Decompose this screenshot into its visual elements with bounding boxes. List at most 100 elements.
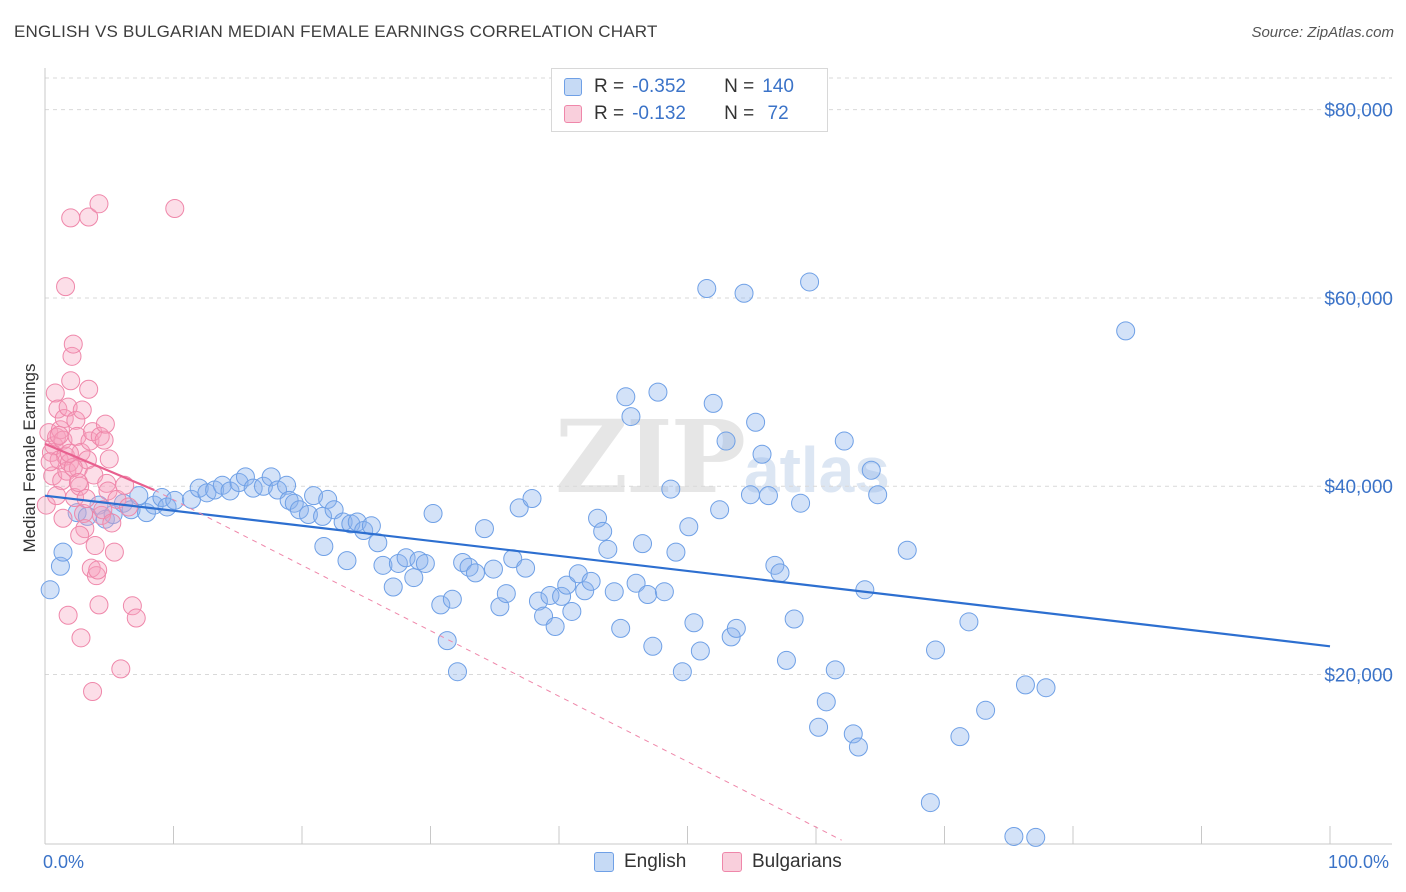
stats-row-english: R = -0.352 N = 140 (564, 74, 794, 100)
english-point (976, 700, 996, 720)
english-point (611, 618, 631, 638)
bulgarians-point (90, 426, 110, 446)
english-point (855, 580, 875, 600)
bulgarians-point (68, 472, 88, 492)
english-point (279, 490, 299, 510)
bulgarians-point (89, 194, 109, 214)
chart-title: ENGLISH VS BULGARIAN MEDIAN FEMALE EARNI… (14, 22, 658, 41)
y-tick-label: $40,000 (1324, 477, 1393, 498)
english-point (593, 521, 613, 541)
english-point (442, 589, 462, 609)
bulgarians-point (56, 277, 76, 297)
english-point (289, 500, 309, 520)
english-point (621, 407, 641, 427)
english-point (298, 504, 318, 524)
english-point (848, 737, 868, 757)
english-point (496, 584, 516, 604)
bulgarians-point (49, 425, 69, 445)
bulgarians-trend-extension (153, 489, 842, 841)
english-point (684, 613, 704, 633)
english-point (800, 272, 820, 292)
english-point (423, 504, 443, 524)
english-point (784, 609, 804, 629)
english-point (868, 485, 888, 505)
english-point (235, 467, 255, 487)
bulgarians-point (92, 505, 112, 525)
english-point (53, 542, 73, 562)
y-tick-label: $60,000 (1324, 289, 1393, 310)
english-point (598, 539, 618, 559)
n-label: N = (724, 103, 755, 124)
bulgarians-point (89, 595, 109, 615)
english-point (950, 727, 970, 747)
watermark-zip: ZIP (555, 398, 746, 516)
english-point (415, 553, 435, 573)
bulgarians-point (61, 371, 81, 391)
english-point (716, 431, 736, 451)
r-value: -0.352 (632, 76, 686, 97)
english-point (809, 717, 829, 737)
y-axis-label: Median Female Earnings (20, 363, 39, 553)
correlation-stats-box: R = -0.352 N = 140 R = -0.132 N = 72 (551, 68, 828, 132)
english-point (672, 662, 692, 682)
english-point (834, 431, 854, 451)
english-point (304, 486, 324, 506)
legend-bulgarians-swatch (722, 852, 742, 872)
bulgarians-point (165, 199, 185, 219)
bulgarians-point (71, 628, 91, 648)
bulgarians-point (102, 513, 122, 533)
english-point (516, 558, 536, 578)
english-point (654, 582, 674, 602)
english-point (465, 563, 485, 583)
english-point (690, 641, 710, 661)
english-point (861, 460, 881, 480)
english-point (431, 595, 451, 615)
x-tick-min: 0.0% (43, 852, 85, 872)
english-point (522, 488, 542, 508)
english-point (437, 631, 457, 651)
english-point (648, 382, 668, 402)
english-point (666, 542, 686, 562)
english-point (604, 582, 624, 602)
bulgarians-point (122, 596, 142, 616)
bulgarians-trend-line (44, 442, 155, 492)
english-point (212, 475, 232, 495)
legend-item-bulgarians[interactable]: Bulgarians (722, 851, 842, 873)
english-point (633, 534, 653, 554)
bulgarians-point (76, 488, 96, 508)
bulgarians-point (99, 449, 119, 469)
english-point (67, 503, 87, 523)
english-point (770, 563, 790, 583)
english-point (314, 536, 334, 556)
bulgarians-point (52, 471, 72, 491)
english-point (318, 489, 338, 509)
legend: English Bulgarians (0, 851, 1406, 877)
r-label: R = (594, 76, 625, 97)
english-point (197, 483, 217, 503)
english-point (1004, 826, 1024, 846)
english-trend-line (44, 494, 1331, 648)
english-point (373, 555, 393, 575)
english-point (483, 559, 503, 579)
bulgarians-point (79, 379, 99, 399)
english-point (679, 517, 699, 537)
legend-item-english[interactable]: English (594, 851, 686, 873)
english-point (897, 540, 917, 560)
english-point (758, 486, 778, 506)
english-point (545, 617, 565, 637)
english-point (726, 618, 746, 638)
english-point (337, 551, 357, 571)
bulgarians-point (72, 400, 92, 420)
bulgarians-point (83, 681, 103, 701)
english-point (284, 493, 304, 513)
bulgarians-point (75, 519, 95, 539)
english-point (552, 586, 572, 606)
english-point (791, 493, 811, 513)
english-point (277, 475, 297, 495)
bulgarians-point (111, 659, 131, 679)
bulgarians-point (85, 536, 105, 556)
bulgarians-point (94, 430, 114, 450)
bulgarians-point (95, 414, 115, 434)
english-point (509, 498, 529, 518)
bulgarians-point (62, 346, 82, 366)
